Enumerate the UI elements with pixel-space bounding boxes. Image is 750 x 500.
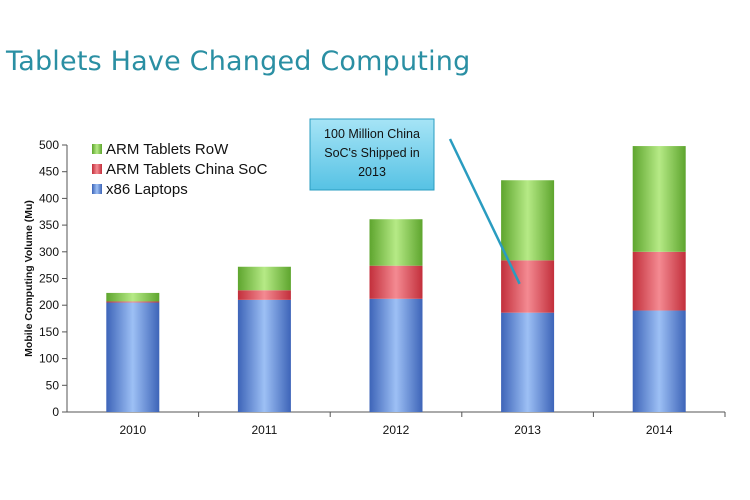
y-axis: 0 50 100 150 200 250 300 350 400 450 500 bbox=[39, 138, 68, 419]
y-tick-label: 300 bbox=[39, 245, 59, 259]
legend-label-arm-tablets-row: ARM Tablets RoW bbox=[106, 141, 229, 158]
legend-label-x86-laptops: x86 Laptops bbox=[106, 181, 188, 198]
y-tick-label: 350 bbox=[39, 218, 59, 232]
bars bbox=[106, 146, 686, 412]
legend-swatch-arm-tablets-row bbox=[92, 144, 102, 154]
callout-box bbox=[309, 118, 435, 191]
y-tick-label: 500 bbox=[39, 138, 59, 152]
legend-label-arm-tablets-china-soc: ARM Tablets China SoC bbox=[106, 161, 268, 178]
callout-line-1: 100 Million China bbox=[324, 127, 420, 141]
bar-arm-tablets-row-2013 bbox=[501, 180, 555, 261]
x-tick-label: 2013 bbox=[514, 423, 541, 437]
x-tick-label: 2010 bbox=[119, 423, 146, 437]
y-tick-label: 250 bbox=[39, 272, 59, 286]
bar-x86-laptops-2012 bbox=[369, 298, 423, 412]
x-axis: 2010 2011 2012 2013 2014 bbox=[67, 411, 726, 437]
y-tick-label: 200 bbox=[39, 298, 59, 312]
x-tick-label: 2014 bbox=[646, 423, 673, 437]
bar-x86-laptops-2013 bbox=[501, 312, 555, 412]
bar-arm-tablets-china-soc-2011 bbox=[237, 290, 291, 300]
y-tick-label: 50 bbox=[46, 378, 60, 392]
bar-arm-tablets-row-2011 bbox=[237, 266, 291, 291]
legend-swatch-x86-laptops bbox=[92, 184, 102, 194]
y-tick-label: 0 bbox=[52, 405, 59, 419]
y-tick-label: 400 bbox=[39, 191, 59, 205]
bar-arm-tablets-row-2010 bbox=[106, 292, 160, 302]
y-axis-title: Mobile Computing Volume (Mu) bbox=[23, 200, 35, 357]
bar-x86-laptops-2014 bbox=[632, 310, 686, 412]
x-tick-label: 2012 bbox=[383, 423, 410, 437]
annotation-callout: 100 Million China SoC's Shipped in 2013 bbox=[309, 118, 521, 285]
bar-arm-tablets-china-soc-2012 bbox=[369, 265, 423, 299]
slide-title: Tablets Have Changed Computing bbox=[6, 46, 471, 77]
callout-arrow-line bbox=[448, 138, 521, 285]
bar-arm-tablets-china-soc-2013 bbox=[501, 260, 555, 313]
bar-x86-laptops-2010 bbox=[106, 302, 160, 412]
y-tick-label: 450 bbox=[39, 165, 59, 179]
bar-arm-tablets-china-soc-2010 bbox=[106, 301, 160, 303]
bar-x86-laptops-2011 bbox=[237, 299, 291, 412]
callout-line-3: 2013 bbox=[358, 165, 386, 179]
legend: ARM Tablets RoW ARM Tablets China SoC x86 … bbox=[92, 141, 268, 198]
legend-swatch-arm-tablets-china-soc bbox=[92, 164, 102, 174]
y-tick-label: 100 bbox=[39, 352, 59, 366]
x-tick-label: 2011 bbox=[251, 423, 277, 437]
bar-arm-tablets-china-soc-2014 bbox=[632, 251, 686, 311]
callout-line-2: SoC's Shipped in bbox=[324, 146, 420, 160]
bar-arm-tablets-row-2014 bbox=[632, 146, 686, 252]
y-tick-label: 150 bbox=[39, 325, 59, 339]
bar-arm-tablets-row-2012 bbox=[369, 219, 423, 266]
